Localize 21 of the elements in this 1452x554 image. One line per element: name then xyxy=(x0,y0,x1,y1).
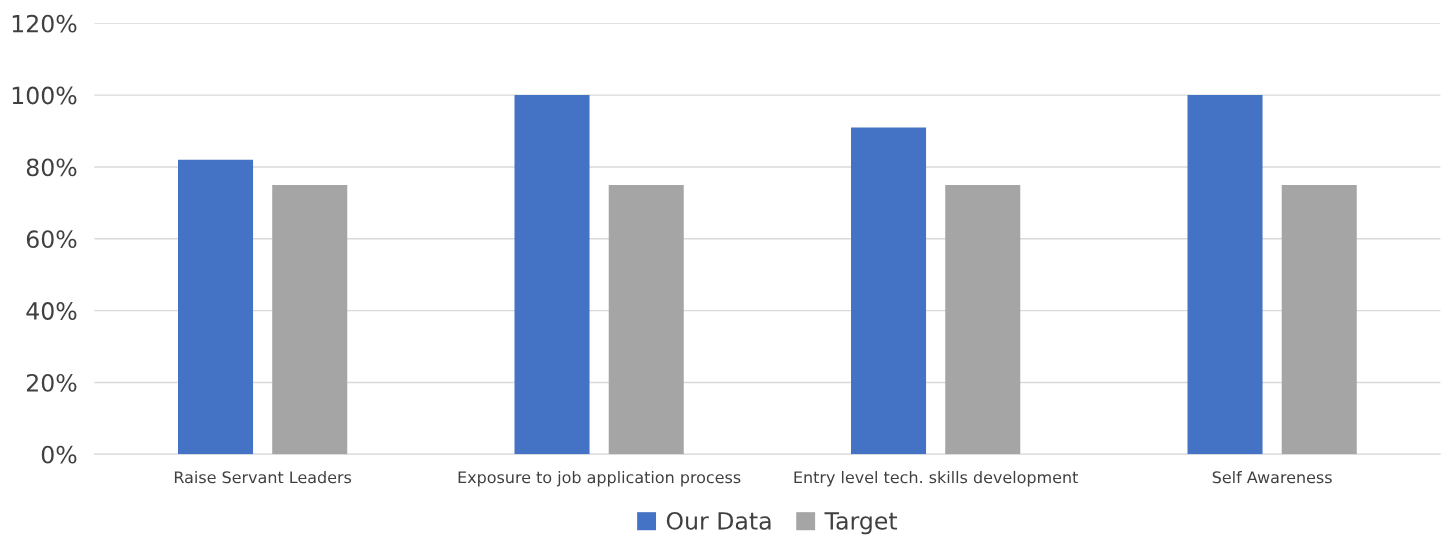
bar xyxy=(514,95,590,455)
x-tick-label: Exposure to job application process xyxy=(458,470,741,487)
y-tick-label: 60% xyxy=(26,230,77,249)
y-tick-label: 100% xyxy=(12,86,77,105)
bar xyxy=(608,184,684,455)
x-tick-label: Entry level tech. skills development xyxy=(794,470,1078,487)
y-tick-label: 40% xyxy=(26,302,77,320)
y-tick-label: 80% xyxy=(26,158,77,177)
y-tick-label: 20% xyxy=(26,373,77,392)
x-tick-label: Self Awareness xyxy=(1212,470,1332,484)
x-tick-label: Raise Servant Leaders xyxy=(174,470,352,484)
bar xyxy=(272,184,348,455)
legend-label: Target xyxy=(824,512,898,535)
bar xyxy=(1187,95,1263,455)
y-tick-label: 0% xyxy=(41,445,77,464)
bar xyxy=(178,159,254,455)
bar xyxy=(1281,184,1357,455)
bar xyxy=(851,127,927,455)
bar xyxy=(945,184,1021,455)
legend-label: Our Data xyxy=(666,511,771,530)
y-tick-label: 120% xyxy=(12,14,77,33)
